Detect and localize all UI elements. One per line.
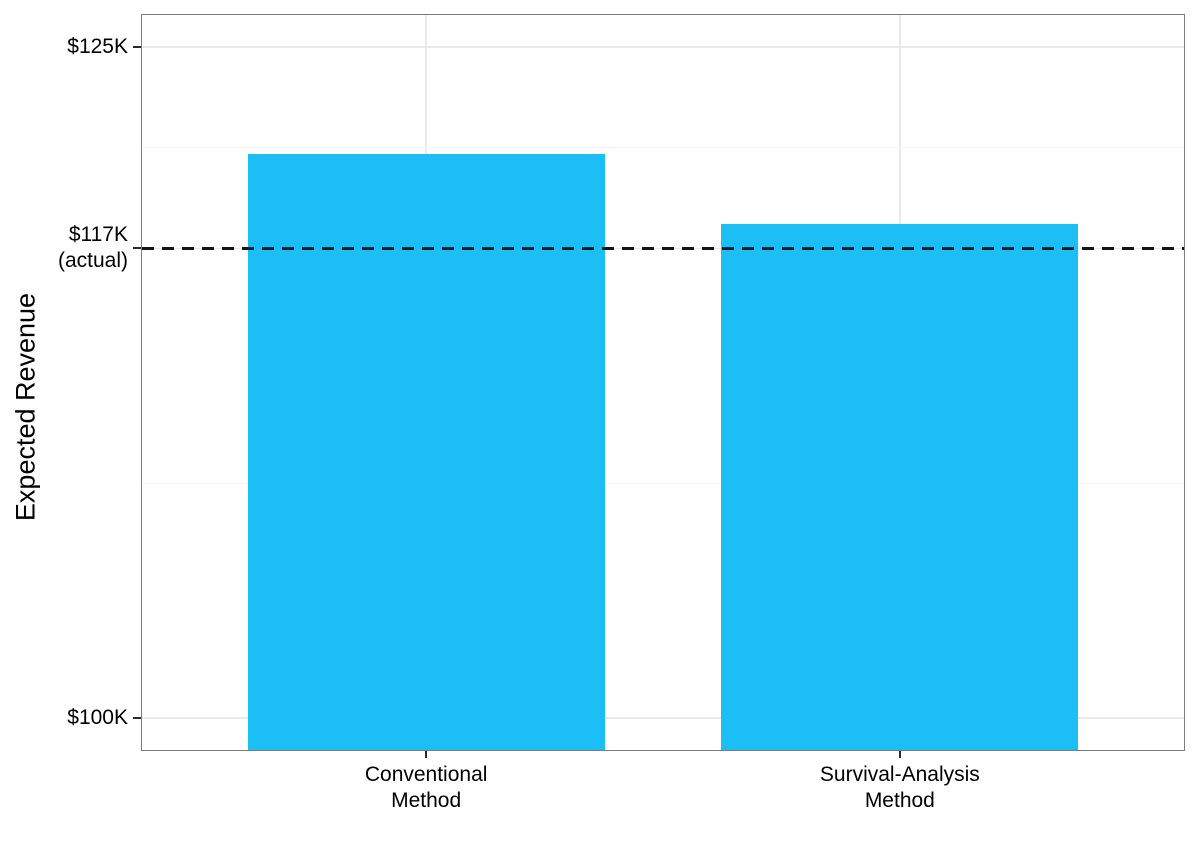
x-category-label-line: Conventional [364,763,488,786]
x-category-label-line: Survival-Analysis [819,763,980,786]
x-category-label-line: Method [864,789,935,812]
y-axis-tick [133,46,142,49]
y-tick-label-100k: $100K [0,705,128,731]
y-axis-tick [133,716,142,719]
y-tick-label-117k: $117K (actual) [0,222,128,274]
plot-panel [142,15,1184,750]
y-tick-label-line: $125K [67,35,128,59]
y-tick-label-line: $100K [67,705,128,729]
x-axis-tick [898,750,901,758]
actual-revenue-reference-line [142,246,1184,250]
x-category-label-survival-analysis-method: Survival-Analysis Method [730,762,1070,814]
y-gridline-major [142,46,1184,48]
y-tick-label-line: (actual) [57,249,128,273]
y-gridline-major [142,717,1184,719]
y-gridline-minor [142,482,1184,484]
y-axis-title: Expected Revenue [10,292,41,522]
x-category-label-conventional-method: Conventional Method [256,762,596,814]
x-axis-tick [425,750,428,758]
y-tick-label-line: $117K [68,223,128,247]
bar-survival-analysis-method [721,224,1079,750]
bar-conventional-method [247,154,605,750]
y-tick-label-125k: $125K [0,34,128,60]
x-category-label-line: Method [391,789,462,812]
y-gridline-minor [142,147,1184,149]
y-axis-tick [133,247,142,250]
